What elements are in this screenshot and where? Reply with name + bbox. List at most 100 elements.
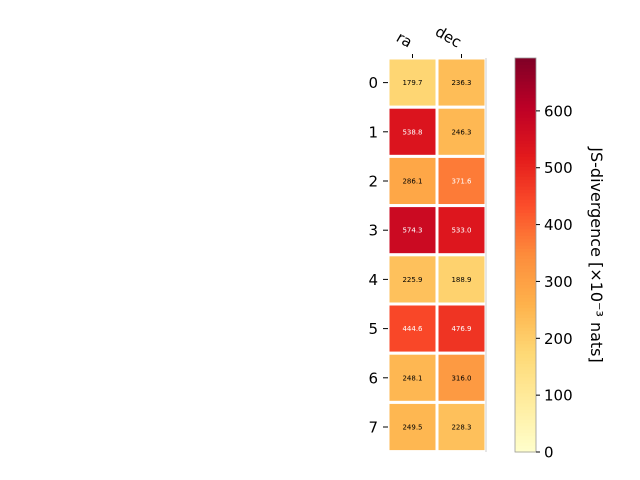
colorbar-segment — [515, 277, 536, 282]
colorbar-tick-label: 300 — [544, 273, 573, 291]
colorbar-segment — [515, 264, 536, 269]
colorbar-segment — [515, 448, 536, 453]
colorbar-segment — [515, 320, 536, 325]
colorbar-segment — [515, 350, 536, 355]
heatmap-grid: 179.7 236.3 538.8 246.3 286.1 371.6 574.3 533.0… — [386, 56, 488, 454]
colorbar-segment — [515, 333, 536, 338]
colorbar-segment — [515, 97, 536, 102]
colorbar-segment — [515, 363, 536, 368]
colorbar-segment — [515, 159, 536, 164]
colorbar-segment — [515, 90, 536, 95]
colorbar-segment — [515, 399, 536, 404]
colorbar-segment — [515, 133, 536, 138]
colorbar-segment — [515, 182, 536, 187]
colorbar-segment — [515, 396, 536, 401]
colorbar-segment — [515, 163, 536, 167]
colorbar-segment — [515, 251, 536, 256]
colorbar-segment — [515, 169, 536, 174]
colorbar-segment — [515, 209, 536, 213]
colorbar: 0 100 200 300 400 500 600 — [514, 57, 573, 462]
heatmap-cell — [435, 253, 488, 306]
colorbar-segment — [515, 241, 536, 246]
colorbar-segment — [515, 435, 536, 440]
colorbar-segment — [515, 222, 536, 227]
colorbar-segment — [515, 120, 536, 125]
colorbar-segment — [515, 103, 536, 108]
colorbar-segment — [515, 192, 536, 197]
colorbar-segment — [515, 392, 536, 397]
heatmap-cell — [435, 400, 488, 454]
heatmap-cell — [435, 204, 488, 257]
colorbar-segment — [515, 172, 536, 177]
colorbar-segment — [515, 409, 536, 414]
colorbar-segment — [515, 255, 536, 259]
colorbar-segment — [515, 225, 536, 230]
colorbar-segment — [515, 166, 536, 171]
row-label: 0 — [368, 74, 378, 92]
colorbar-segment — [515, 156, 536, 161]
colorbar-segment — [515, 346, 536, 351]
colorbar-segment — [515, 202, 536, 207]
colorbar-segment — [515, 238, 536, 243]
cell-value-label: 225.9 — [402, 276, 422, 284]
colorbar-frame — [514, 57, 537, 453]
colorbar-segment — [515, 422, 536, 427]
colorbar-segment — [515, 107, 536, 112]
colorbar-segment — [515, 281, 536, 286]
colorbar-segment — [515, 343, 536, 348]
colorbar-segment — [515, 327, 536, 332]
colorbar-segment — [515, 294, 536, 299]
colorbar-segment — [515, 110, 536, 115]
colorbar-segment — [515, 67, 536, 72]
colorbar-segment — [515, 314, 536, 318]
colorbar-tick-label: 100 — [544, 387, 573, 405]
cell-value-label: 188.9 — [451, 276, 471, 284]
colorbar-segment — [515, 323, 536, 328]
colorbar-segment — [515, 330, 536, 335]
column-label: ra — [393, 28, 415, 51]
colorbar-segment — [515, 353, 536, 358]
colorbar-segment — [515, 340, 536, 345]
colorbar-segment — [515, 58, 536, 62]
colorbar-segment — [515, 360, 536, 364]
colorbar-segment — [515, 284, 536, 289]
cell-value-label: 371.6 — [451, 178, 472, 186]
colorbar-segment — [515, 268, 536, 273]
colorbar-tick-label: 200 — [544, 330, 573, 348]
colorbar-segment — [515, 425, 536, 430]
cell-value-label: 476.9 — [451, 325, 471, 333]
colorbar-segment — [515, 153, 536, 158]
column-labels: ra dec — [393, 22, 465, 58]
colorbar-segment — [515, 186, 536, 190]
colorbar-segment — [515, 297, 536, 302]
colorbar-segment — [515, 373, 536, 378]
colorbar-segment — [515, 445, 536, 450]
colorbar-segment — [515, 123, 536, 128]
cell-value-label: 574.3 — [402, 227, 422, 235]
colorbar-segment — [515, 369, 536, 374]
colorbar-segment — [515, 406, 536, 410]
cell-value-label: 538.8 — [402, 128, 422, 136]
colorbar-segment — [515, 386, 536, 391]
row-label: 6 — [368, 369, 378, 387]
colorbar-segment — [515, 389, 536, 394]
colorbar-segment — [515, 291, 536, 295]
colorbar-segment — [515, 130, 536, 135]
colorbar-segment — [515, 71, 536, 76]
colorbar-tick-label: 0 — [544, 444, 554, 462]
colorbar-segment — [515, 248, 536, 253]
colorbar-segment — [515, 304, 536, 309]
cell-value-label: 444.6 — [402, 325, 423, 333]
row-label: 4 — [368, 271, 378, 289]
row-labels: 0 1 2 3 4 5 6 7 — [368, 74, 388, 437]
colorbar-segment — [515, 179, 536, 184]
colorbar-segment — [515, 366, 536, 371]
cell-value-label: 249.5 — [402, 424, 422, 432]
row-label: 1 — [368, 123, 378, 141]
colorbar-segment — [515, 80, 536, 85]
row-label: 5 — [368, 320, 378, 338]
colorbar-segment — [515, 310, 536, 315]
row-label: 7 — [368, 419, 378, 437]
colorbar-segment — [515, 412, 536, 417]
